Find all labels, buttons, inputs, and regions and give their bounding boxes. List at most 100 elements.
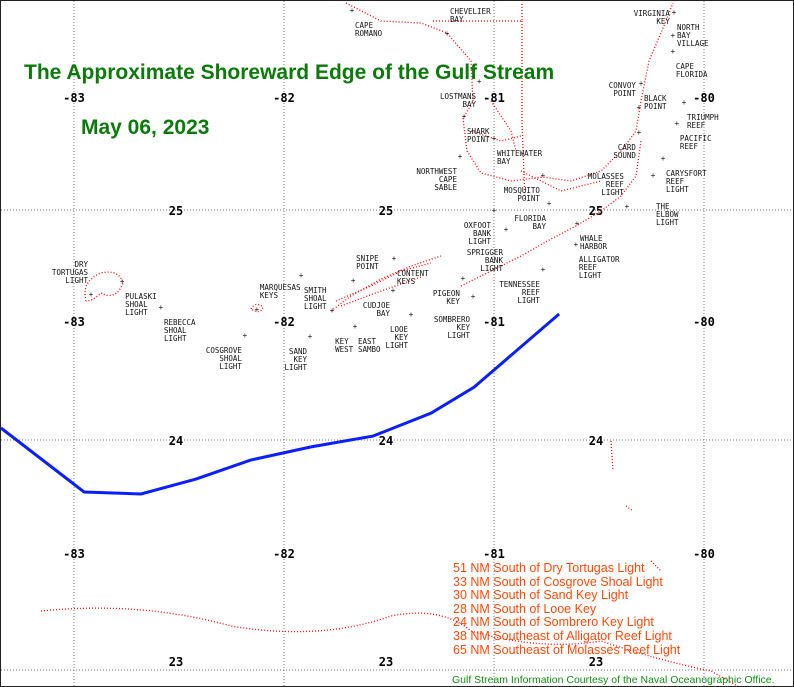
station-marker: +ALLIGATOR REEF LIGHT xyxy=(574,240,620,280)
plus-marker-icon: + xyxy=(330,306,335,315)
coastline-lower-keys xyxy=(330,255,442,312)
station-name: MOSQUITO POINT xyxy=(504,186,541,203)
station-name: PULASKI SHOAL LIGHT xyxy=(125,292,157,317)
station-marker: +CHEVELIER BAY xyxy=(445,7,491,38)
plus-marker-icon: + xyxy=(308,332,313,341)
station-marker: +CONTENT KEYS xyxy=(392,254,429,286)
station-marker: +TENNESSEE REEF LIGHT xyxy=(499,265,545,305)
distance-list: 51 NM South of Dry Tortugas Light 33 NM … xyxy=(453,561,680,657)
station-marker: + KEY WEST xyxy=(330,306,354,354)
longitude-tick-label: -82 xyxy=(273,91,295,105)
longitude-tick-label: -82 xyxy=(273,547,295,561)
plus-marker-icon: + xyxy=(409,310,414,319)
plus-marker-icon: + xyxy=(159,303,164,312)
station-name: KEY WEST xyxy=(335,337,354,354)
plus-marker-icon: + xyxy=(574,240,579,249)
plus-marker-icon: + xyxy=(471,292,476,301)
distance-item: 33 NM South of Cosgrove Shoal Light xyxy=(453,574,663,589)
coastline xyxy=(40,2,739,686)
latitude-tick-label: 24 xyxy=(379,434,393,448)
distance-item: 51 NM South of Dry Tortugas Light xyxy=(453,561,645,575)
longitude-tick-label: -82 xyxy=(273,315,295,329)
longitude-tick-label: -80 xyxy=(693,547,715,561)
longitude-tick-label: -81 xyxy=(483,315,505,329)
station-name: ALLIGATOR REEF LIGHT xyxy=(579,255,620,280)
plus-marker-icon: + xyxy=(458,152,463,161)
station-marker: +SNIPE POINT xyxy=(351,254,379,285)
longitude-tick-label: -83 xyxy=(63,547,85,561)
station-marker: +CAPE ROMANO xyxy=(350,6,383,38)
plus-marker-icon: + xyxy=(637,128,642,137)
station-marker: +LOSTMANS BAY xyxy=(440,77,482,109)
station-name: CHEVELIER BAY xyxy=(450,7,491,24)
station-marker: +MARQUESAS KEYS xyxy=(255,283,301,314)
station-name: SPRIGGER BANK LIGHT xyxy=(467,248,504,273)
longitude-tick-label: -81 xyxy=(483,547,505,561)
plus-marker-icon: + xyxy=(637,103,642,112)
plus-marker-icon: + xyxy=(651,171,656,180)
station-labels: +CAPE ROMANO +CHEVELIER BAY+LOSTMANS BAY+SHA… xyxy=(52,6,719,372)
plus-marker-icon: + xyxy=(682,98,687,107)
station-name: TENNESSEE REEF LIGHT xyxy=(499,280,540,305)
gulf-stream-edge-line xyxy=(1,312,561,496)
credit-text: Gulf Stream Information Courtesy of the … xyxy=(452,674,775,686)
station-name: CARYSFORT REEF LIGHT xyxy=(666,169,707,194)
distance-item: 30 NM South of Sand Key Light xyxy=(453,588,629,603)
station-marker: +LOOE KEY LIGHT xyxy=(385,310,413,350)
coastline-cuba xyxy=(40,607,739,686)
longitude-tick-label: -80 xyxy=(693,315,715,329)
station-marker: +DRY TORTUGAS LIGHT xyxy=(52,260,94,299)
station-marker: +PACIFIC REEF xyxy=(675,119,712,151)
coastline-county-line xyxy=(433,3,526,202)
station-marker: +SMITH SHOAL LIGHT xyxy=(299,271,327,311)
plus-marker-icon: + xyxy=(675,119,680,128)
plus-marker-icon: + xyxy=(89,290,94,299)
station-marker: +MOLASSES REEF LIGHT xyxy=(588,172,630,211)
station-marker: +TRIUMPH REEF xyxy=(682,98,719,130)
latitude-tick-label: 23 xyxy=(589,655,603,669)
plus-marker-icon: + xyxy=(462,112,467,121)
coastline-upper-keys xyxy=(460,140,642,287)
station-name: PIGEON KEY xyxy=(433,289,461,306)
plus-marker-icon: + xyxy=(299,271,304,280)
station-marker: +CARD SOUND xyxy=(613,128,641,160)
longitude-tick-label: -81 xyxy=(483,91,505,105)
station-name: SOMBRERO KEY LIGHT xyxy=(434,315,471,340)
station-name: REBECCA SHOAL LIGHT xyxy=(164,318,196,343)
plus-marker-icon: + xyxy=(392,254,397,263)
station-marker: +VIRGINIA KEY xyxy=(634,9,676,40)
station-marker: +WHALE HARBOR xyxy=(575,219,608,251)
plus-marker-icon: + xyxy=(461,274,466,283)
station-marker: +COSGROVE SHOAL LIGHT xyxy=(206,331,248,371)
longitude-tick-label: -83 xyxy=(63,91,85,105)
plus-marker-icon: + xyxy=(391,286,396,295)
plus-marker-icon: + xyxy=(492,134,497,143)
station-name: THE ELBOW LIGHT xyxy=(656,202,679,227)
station-marker: +BLACK POINT xyxy=(639,79,667,111)
station-marker: +MOSQUITO POINT xyxy=(504,171,546,203)
station-marker: +SAND KEY LIGHT xyxy=(284,332,312,372)
latitude-tick-label: 25 xyxy=(589,204,603,218)
station-name: SMITH SHOAL LIGHT xyxy=(304,286,327,311)
station-marker: +CUDJOE BAY xyxy=(363,286,396,318)
station-name: PACIFIC REEF xyxy=(680,134,712,151)
latitude-tick-label: 24 xyxy=(169,434,183,448)
distance-item: 24 NM South of Sombrero Key Light xyxy=(453,615,654,630)
station-name: CAPE FLORIDA xyxy=(676,62,708,79)
coastline-everglades-interior xyxy=(470,100,602,192)
latitude-tick-label: 25 xyxy=(379,204,393,218)
station-name: SHARK POINT xyxy=(467,127,490,144)
plus-marker-icon: + xyxy=(353,322,358,331)
plus-marker-icon: + xyxy=(477,77,482,86)
station-name: COSGROVE SHOAL LIGHT xyxy=(206,346,243,371)
plus-marker-icon: + xyxy=(625,202,630,211)
station-name: TRIUMPH REEF xyxy=(687,113,719,130)
station-marker: +EAST SAMBO xyxy=(353,322,381,354)
station-name: MOLASSES REEF LIGHT xyxy=(588,172,625,197)
station-name: EAST SAMBO xyxy=(358,337,381,354)
latitude-tick-label: 23 xyxy=(169,655,183,669)
station-marker: +PULASKI SHOAL LIGHT xyxy=(120,277,157,317)
station-name: CUDJOE BAY xyxy=(363,301,391,318)
